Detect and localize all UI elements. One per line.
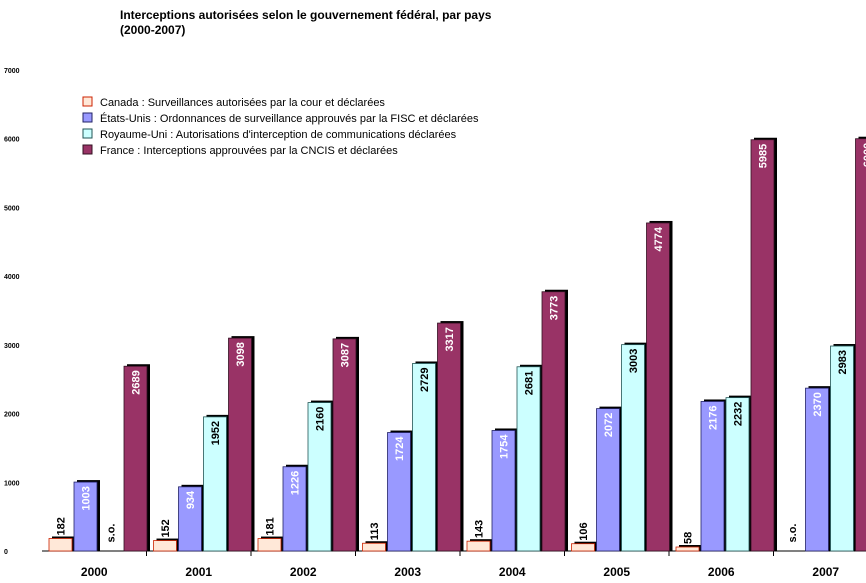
chart-title: Interceptions autorisées selon le gouver… (120, 8, 492, 22)
bar (571, 543, 595, 552)
y-tick-label: 6000 (4, 137, 20, 144)
na-label: s.o. (106, 524, 118, 543)
data-label: 58 (683, 532, 695, 544)
bar (203, 416, 227, 552)
data-label: 106 (578, 522, 590, 540)
data-label: 2983 (837, 350, 849, 374)
x-category-label: 2001 (185, 565, 212, 579)
data-label: 1226 (290, 471, 302, 495)
bar (228, 337, 252, 552)
data-label: 2689 (131, 370, 143, 394)
legend-swatch (82, 128, 93, 139)
bar (646, 222, 670, 552)
data-label: 2176 (708, 405, 720, 429)
legend-entry: Canada : Surveillances autorisées par la… (100, 97, 385, 109)
data-label: 3098 (235, 342, 247, 366)
legend-swatch (82, 96, 93, 107)
x-category-label: 2002 (290, 565, 317, 579)
bar (48, 538, 73, 552)
data-label: 152 (160, 519, 172, 537)
data-label: 2072 (603, 413, 615, 437)
y-tick-label: 1000 (4, 480, 20, 487)
bar (805, 387, 829, 552)
y-tick-label: 5000 (4, 205, 20, 212)
data-label: 5985 (758, 144, 770, 168)
na-label: s.o. (787, 524, 799, 543)
data-label: 143 (474, 520, 486, 538)
y-tick-label: 3000 (4, 343, 20, 350)
data-label: 182 (56, 517, 68, 535)
data-label: 2729 (419, 367, 431, 391)
bar (178, 486, 202, 552)
data-label: 2160 (315, 407, 327, 431)
data-label: 4774 (653, 226, 665, 251)
bar (516, 366, 541, 552)
data-label: 1754 (499, 434, 511, 459)
legend-entry: France : Interceptions approuvées par la… (100, 145, 398, 157)
data-label: 2232 (733, 402, 745, 426)
data-label: 1952 (210, 421, 222, 445)
legend-swatch (82, 112, 93, 123)
data-label: 113 (369, 522, 381, 540)
legend-entry: États-Unis : Ordonnances de surveillance… (100, 112, 479, 125)
data-label: 3003 (628, 349, 640, 373)
x-category-label: 2000 (81, 565, 108, 579)
bar (466, 540, 491, 552)
y-tick-label: 4000 (4, 274, 20, 281)
y-tick-label: 7000 (4, 68, 20, 75)
chart-title-block: Interceptions autorisées selon le gouver… (120, 8, 680, 38)
bar (123, 365, 148, 552)
x-category-label: 2004 (499, 565, 526, 579)
data-label: 1724 (394, 436, 406, 461)
y-tick-label: 2000 (4, 412, 20, 419)
bar (675, 546, 700, 552)
bar (437, 322, 461, 552)
data-label: 934 (185, 490, 197, 509)
data-label: 3087 (340, 343, 352, 367)
y-tick-label: 0 (4, 549, 8, 556)
legend-entry: Royaume-Uni : Autorisations d'intercepti… (100, 129, 457, 141)
bar (282, 466, 307, 552)
data-label: 3317 (444, 327, 456, 351)
bar (332, 338, 357, 552)
chart-subtitle: (2000-2007) (120, 23, 186, 37)
bar (153, 540, 177, 552)
bar (700, 401, 725, 552)
x-category-label: 2003 (394, 565, 421, 579)
data-label: 1003 (81, 486, 93, 510)
bar (257, 538, 282, 552)
data-label: 2370 (812, 392, 824, 416)
data-label: 3773 (549, 296, 561, 320)
x-category-label: 2007 (812, 565, 839, 579)
x-category-label: 2005 (603, 565, 630, 579)
bar (541, 291, 566, 552)
legend-swatch (82, 144, 93, 155)
bar (621, 344, 645, 552)
bar (596, 408, 620, 552)
bar (73, 481, 98, 552)
bar (725, 397, 750, 552)
data-label: 6000 (862, 143, 866, 167)
bar (387, 432, 411, 552)
data-label: 2681 (524, 371, 536, 395)
bar (491, 430, 516, 552)
data-label: 181 (265, 517, 277, 535)
bar (830, 345, 854, 552)
bar (855, 138, 866, 552)
bar (750, 139, 775, 552)
bar (307, 402, 332, 552)
bar (412, 363, 436, 552)
bar (362, 542, 386, 552)
x-category-label: 2006 (708, 565, 735, 579)
